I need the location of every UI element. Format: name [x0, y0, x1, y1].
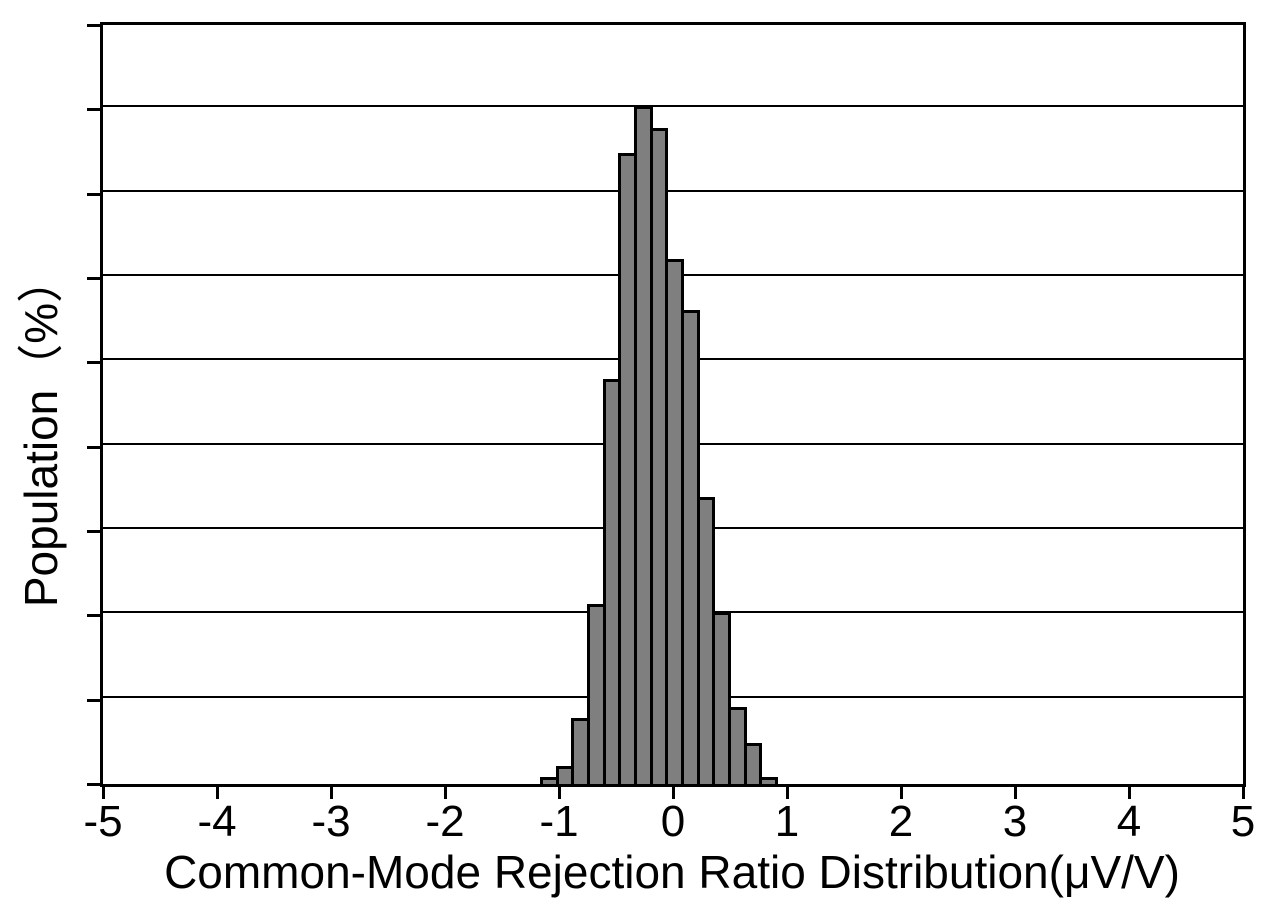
- y-axis-tick: [87, 699, 100, 702]
- x-axis-tick-label: -1: [539, 797, 579, 846]
- x-axis-tick: [444, 786, 447, 799]
- histogram-bar: [744, 743, 762, 784]
- y-axis-tick: [87, 193, 100, 196]
- y-axis-tick: [87, 530, 100, 533]
- x-axis-tick: [1242, 786, 1245, 799]
- x-axis-tick: [102, 786, 105, 799]
- x-axis-tick-label: -3: [311, 797, 351, 846]
- x-axis-tick-label: 0: [660, 797, 686, 846]
- x-axis-tick: [786, 786, 789, 799]
- y-axis-tick: [87, 361, 100, 364]
- histogram-bar: [759, 777, 778, 784]
- x-axis-tick: [558, 786, 561, 799]
- y-axis-tick: [87, 614, 100, 617]
- histogram-bar: [712, 612, 731, 784]
- y-axis-tick: [87, 783, 100, 786]
- x-axis-tick: [900, 786, 903, 799]
- x-axis-tick-label: -4: [197, 797, 237, 846]
- x-axis-title: Common-Mode Rejection Ratio Distribution…: [164, 846, 1180, 898]
- y-axis-tick: [87, 24, 100, 27]
- x-axis-tick-label: -5: [83, 797, 123, 846]
- x-axis-tick: [672, 786, 675, 799]
- x-axis-tick-label: -2: [425, 797, 465, 846]
- x-axis-tick-label: 5: [1230, 797, 1256, 846]
- y-axis-tick: [87, 446, 100, 449]
- gridline: [103, 105, 1243, 107]
- x-axis-tick: [216, 786, 219, 799]
- x-axis-tick-label: 4: [1116, 797, 1142, 846]
- x-axis-tick-label: 1: [774, 797, 800, 846]
- plot-area: [100, 22, 1246, 787]
- x-axis-tick-label: 3: [1002, 797, 1028, 846]
- y-axis-tick: [87, 277, 100, 280]
- gridline: [103, 190, 1243, 192]
- x-axis-tick: [1128, 786, 1131, 799]
- y-axis-title: Population（%）: [15, 256, 67, 608]
- y-axis-tick: [87, 108, 100, 111]
- x-axis-tick: [330, 786, 333, 799]
- x-axis-tick-label: 2: [888, 797, 914, 846]
- x-axis-tick: [1014, 786, 1017, 799]
